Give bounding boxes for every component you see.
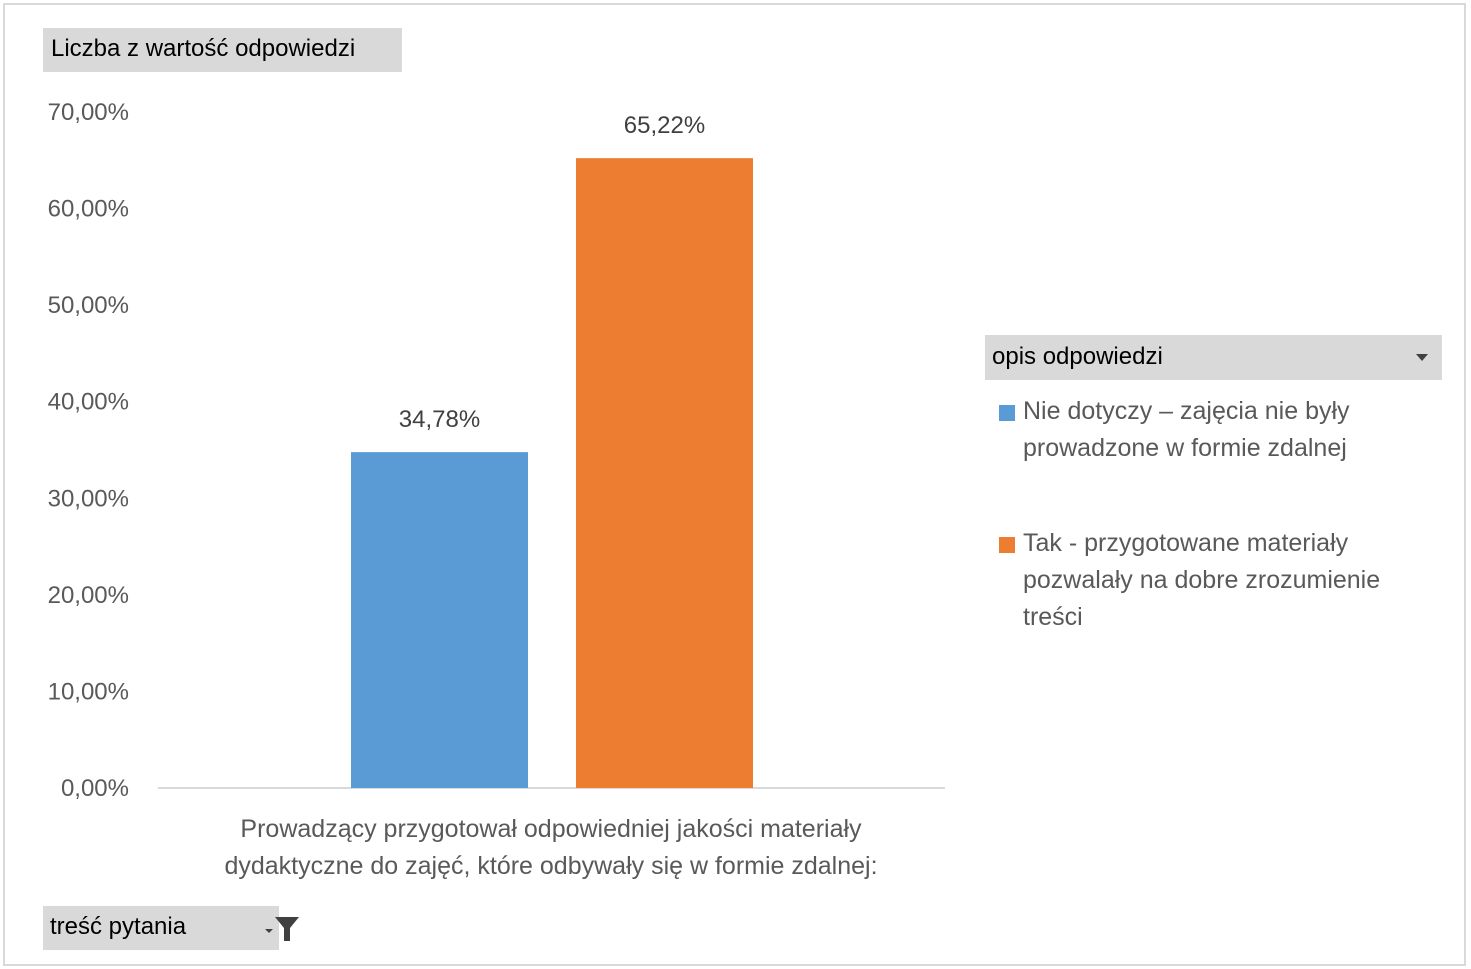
- filter-icon[interactable]: [265, 916, 299, 942]
- y-tick-label: 20,00%: [48, 582, 129, 609]
- y-tick-label: 40,00%: [48, 389, 129, 416]
- legend-field-button[interactable]: opis odpowiedzi: [985, 335, 1442, 380]
- y-tick-label: 70,00%: [48, 99, 129, 126]
- values-field-button[interactable]: Liczba z wartość odpowiedzi: [43, 28, 402, 72]
- data-label: 65,22%: [624, 112, 705, 139]
- legend-swatch: [999, 537, 1015, 553]
- legend-swatch: [999, 405, 1015, 421]
- x-category-label: dydaktyczne do zajęć, które odbywały się…: [224, 852, 877, 880]
- y-tick-label: 30,00%: [48, 485, 129, 512]
- bar-1[interactable]: [351, 452, 528, 788]
- axis-field-button[interactable]: treść pytania: [43, 906, 299, 950]
- y-tick-label: 0,00%: [61, 775, 129, 802]
- bar-2[interactable]: [576, 158, 753, 789]
- chevron-down-icon[interactable]: [1416, 354, 1428, 361]
- legend-item[interactable]: Nie dotyczy – zajęcia nie były prowadzone…: [999, 393, 1439, 467]
- legend-field-label: opis odpowiedzi: [992, 343, 1163, 370]
- x-category-label: Prowadzący przygotował odpowiedniej jako…: [240, 815, 862, 843]
- y-tick-label: 10,00%: [48, 678, 129, 705]
- y-tick-label: 60,00%: [48, 196, 129, 223]
- values-field-label: Liczba z wartość odpowiedzi: [51, 35, 356, 62]
- legend-label: Nie dotyczy – zajęcia nie były prowadzone…: [1023, 397, 1350, 462]
- legend-item[interactable]: Tak - przygotowane materiały pozwalały na…: [999, 525, 1439, 636]
- axis-field-label: treść pytania: [50, 913, 187, 940]
- y-tick-label: 50,00%: [48, 292, 129, 319]
- legend-label: Tak - przygotowane materiały pozwalały na…: [1023, 529, 1381, 631]
- data-label: 34,78%: [399, 406, 480, 433]
